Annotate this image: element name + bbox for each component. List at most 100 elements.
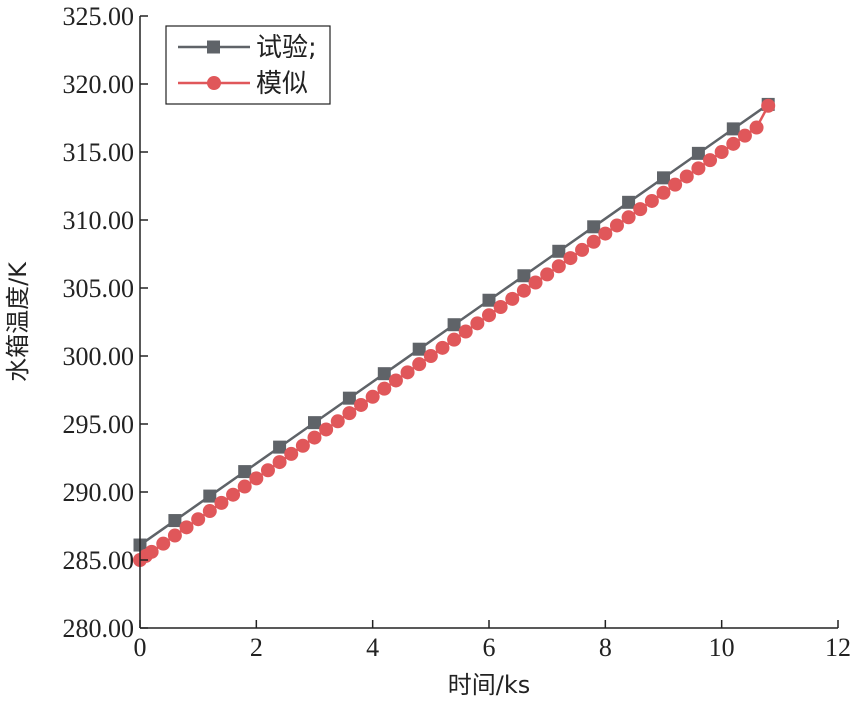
data-point bbox=[540, 267, 555, 282]
y-axis-ticks: 280.00 285.00 290.00 295.00 300.00 305.00 310.… bbox=[63, 2, 148, 643]
data-point bbox=[621, 210, 636, 225]
data-point bbox=[552, 244, 566, 258]
data-point bbox=[737, 128, 752, 143]
data-point bbox=[691, 161, 706, 176]
x-tick-label: 0 bbox=[134, 633, 147, 662]
data-point bbox=[400, 365, 415, 380]
x-tick-label: 10 bbox=[709, 633, 735, 662]
data-point bbox=[528, 275, 543, 290]
data-point bbox=[249, 471, 264, 486]
y-tick-label: 305.00 bbox=[63, 274, 135, 303]
legend-marker bbox=[207, 40, 220, 54]
data-point bbox=[203, 489, 217, 503]
x-tick-label: 8 bbox=[599, 633, 612, 662]
y-tick-label: 325.00 bbox=[63, 2, 135, 31]
data-point bbox=[563, 251, 578, 266]
data-point bbox=[377, 367, 391, 381]
data-point bbox=[726, 122, 740, 136]
data-point bbox=[622, 195, 636, 209]
x-tick-label: 2 bbox=[250, 633, 263, 662]
data-point bbox=[726, 136, 741, 151]
data-point bbox=[493, 300, 508, 315]
data-point bbox=[714, 145, 729, 159]
data-point bbox=[307, 430, 322, 445]
legend-box bbox=[165, 25, 331, 105]
data-point bbox=[272, 455, 287, 470]
data-point bbox=[191, 512, 206, 527]
data-point bbox=[273, 440, 287, 454]
data-point bbox=[156, 536, 171, 551]
data-point bbox=[214, 495, 229, 510]
data-point bbox=[691, 146, 705, 160]
data-point bbox=[342, 391, 356, 405]
data-point bbox=[644, 193, 659, 208]
data-point bbox=[482, 308, 496, 323]
data-point bbox=[749, 120, 764, 135]
x-axis-title: 时间/ks bbox=[448, 671, 531, 699]
legend-label: 模似 bbox=[256, 69, 308, 99]
data-point bbox=[168, 514, 182, 528]
data-point bbox=[167, 528, 182, 543]
data-point bbox=[761, 98, 776, 113]
data-point bbox=[412, 342, 426, 356]
data-point bbox=[330, 414, 345, 429]
data-point bbox=[656, 185, 671, 200]
data-point bbox=[412, 357, 427, 372]
data-point bbox=[598, 226, 613, 241]
data-point bbox=[423, 349, 438, 363]
data-point bbox=[633, 202, 648, 217]
data-point bbox=[308, 416, 321, 430]
data-point bbox=[354, 397, 369, 412]
y-axis-title: 水箱温度/K bbox=[4, 261, 32, 382]
data-point bbox=[679, 169, 694, 184]
data-point bbox=[668, 177, 683, 192]
y-tick-label: 310.00 bbox=[63, 206, 135, 235]
data-point bbox=[447, 318, 461, 332]
data-point bbox=[517, 269, 531, 283]
data-point bbox=[295, 438, 310, 453]
data-point bbox=[586, 234, 601, 249]
data-point bbox=[377, 381, 392, 396]
plot-area bbox=[133, 97, 776, 567]
data-point bbox=[703, 153, 718, 168]
data-point bbox=[516, 283, 531, 298]
data-point bbox=[388, 373, 403, 388]
data-point bbox=[447, 332, 462, 347]
y-tick-label: 300.00 bbox=[63, 342, 135, 371]
x-axis-ticks: 0 2 4 6 8 10 12 bbox=[134, 620, 851, 662]
data-point bbox=[575, 242, 590, 257]
y-tick-label: 280.00 bbox=[63, 614, 135, 643]
legend-marker bbox=[207, 76, 221, 90]
data-point bbox=[179, 520, 194, 535]
x-tick-label: 12 bbox=[825, 633, 851, 662]
data-point bbox=[342, 406, 357, 421]
data-point bbox=[505, 291, 520, 306]
legend: 试验; 模似 bbox=[165, 25, 331, 105]
data-point bbox=[284, 446, 299, 461]
data-point bbox=[144, 544, 159, 559]
data-point bbox=[587, 220, 601, 234]
y-tick-label: 295.00 bbox=[63, 410, 135, 439]
y-tick-label: 320.00 bbox=[63, 70, 135, 99]
y-tick-label: 290.00 bbox=[63, 478, 135, 507]
series-2 bbox=[133, 98, 776, 567]
data-point bbox=[237, 479, 252, 494]
data-point bbox=[657, 171, 670, 185]
legend-item: 试验; bbox=[178, 33, 317, 63]
data-point bbox=[435, 340, 450, 355]
y-tick-label: 315.00 bbox=[63, 138, 135, 167]
x-tick-label: 6 bbox=[483, 633, 496, 662]
legend-label: 试验; bbox=[256, 33, 317, 63]
data-point bbox=[238, 465, 252, 479]
data-point bbox=[365, 389, 380, 404]
x-tick-label: 4 bbox=[366, 633, 379, 662]
data-point bbox=[609, 218, 624, 233]
series-1 bbox=[133, 97, 775, 552]
data-point bbox=[260, 463, 275, 478]
data-point bbox=[470, 316, 485, 331]
data-point bbox=[319, 422, 334, 437]
data-point bbox=[202, 504, 217, 519]
data-point bbox=[482, 293, 496, 307]
data-point bbox=[226, 487, 241, 502]
